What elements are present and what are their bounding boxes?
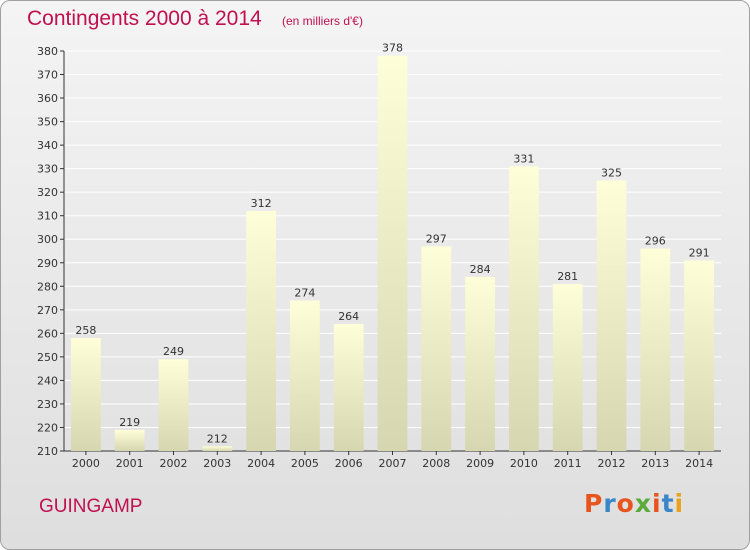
- bar: [640, 248, 671, 451]
- y-tick-label: 210: [37, 445, 58, 458]
- x-tick-label: 2007: [379, 457, 407, 470]
- y-tick-label: 230: [37, 398, 58, 411]
- x-tick-label: 2012: [598, 457, 626, 470]
- bar: [114, 429, 145, 451]
- bar: [684, 260, 714, 451]
- chart-subtitle: (en milliers d'€): [282, 14, 363, 28]
- logo-letter: x: [634, 489, 652, 518]
- bar: [596, 180, 627, 452]
- bar-value-label: 296: [645, 235, 666, 248]
- y-tick-label: 250: [37, 351, 58, 364]
- bar-value-label: 378: [382, 42, 403, 55]
- city-name: GUINGAMP: [39, 496, 143, 517]
- y-tick-label: 290: [37, 257, 58, 270]
- y-tick-label: 380: [37, 45, 58, 58]
- bar: [202, 446, 233, 451]
- x-tick-label: 2005: [291, 457, 319, 470]
- logo-letter: i: [652, 489, 662, 518]
- y-tick-label: 350: [37, 116, 58, 129]
- bar: [465, 276, 495, 451]
- bar: [552, 283, 583, 451]
- bar: [377, 55, 408, 452]
- x-tick-label: 2003: [203, 457, 231, 470]
- logo-letter: P: [584, 489, 604, 518]
- x-tick-label: 2011: [554, 457, 582, 470]
- bar-value-label: 331: [513, 152, 534, 165]
- x-tick-label: 2013: [641, 457, 669, 470]
- y-tick-label: 360: [37, 92, 58, 105]
- bar-value-label: 249: [163, 345, 184, 358]
- proxiti-logo[interactable]: Proxiti: [584, 489, 684, 518]
- y-tick-label: 240: [37, 374, 58, 387]
- bar-value-label: 219: [119, 416, 140, 429]
- bar-value-label: 291: [689, 246, 710, 259]
- x-tick-label: 2002: [160, 457, 188, 470]
- y-tick-label: 320: [37, 186, 58, 199]
- bar-value-label: 297: [426, 232, 447, 245]
- x-tick-label: 2001: [116, 457, 144, 470]
- bar-value-label: 258: [75, 324, 96, 337]
- x-tick-label: 2008: [422, 457, 450, 470]
- bar: [71, 338, 101, 451]
- logo-letter: t: [661, 489, 675, 518]
- x-tick-label: 2004: [247, 457, 275, 470]
- label-layer: 210 220 230 240 250 260 270 280 290 300 310 320 330 3…: [37, 42, 713, 470]
- x-tick-label: 2000: [72, 457, 100, 470]
- x-tick-label: 2009: [466, 457, 494, 470]
- bar: [333, 323, 364, 451]
- bar-value-label: 312: [251, 197, 272, 210]
- y-tick-label: 280: [37, 280, 58, 293]
- x-tick-label: 2010: [510, 457, 538, 470]
- logo-letter: r: [603, 489, 617, 518]
- bar-value-label: 325: [601, 166, 622, 179]
- y-tick-label: 260: [37, 327, 58, 340]
- y-tick-label: 300: [37, 233, 58, 246]
- logo-letter: o: [616, 489, 635, 518]
- bar: [246, 211, 276, 451]
- bar-value-label: 284: [470, 263, 491, 276]
- y-tick-label: 330: [37, 163, 58, 176]
- bar: [421, 246, 452, 451]
- bar-value-label: 212: [207, 432, 228, 445]
- logo-letter: i: [674, 489, 685, 518]
- x-tick-label: 2014: [685, 457, 713, 470]
- bar: [290, 300, 320, 451]
- bar-value-label: 281: [557, 270, 578, 283]
- bar: [158, 359, 189, 451]
- bar-value-label: 264: [338, 310, 359, 323]
- y-tick-label: 220: [37, 421, 58, 434]
- bar-value-label: 274: [294, 286, 315, 299]
- bar-layer: [71, 55, 714, 452]
- y-tick-label: 370: [37, 69, 58, 82]
- bar: [509, 166, 539, 451]
- y-tick-label: 270: [37, 304, 58, 317]
- y-tick-label: 310: [37, 210, 58, 223]
- y-tick-label: 340: [37, 139, 58, 152]
- x-tick-label: 2006: [335, 457, 363, 470]
- chart-title: Contingents 2000 à 2014: [27, 7, 262, 30]
